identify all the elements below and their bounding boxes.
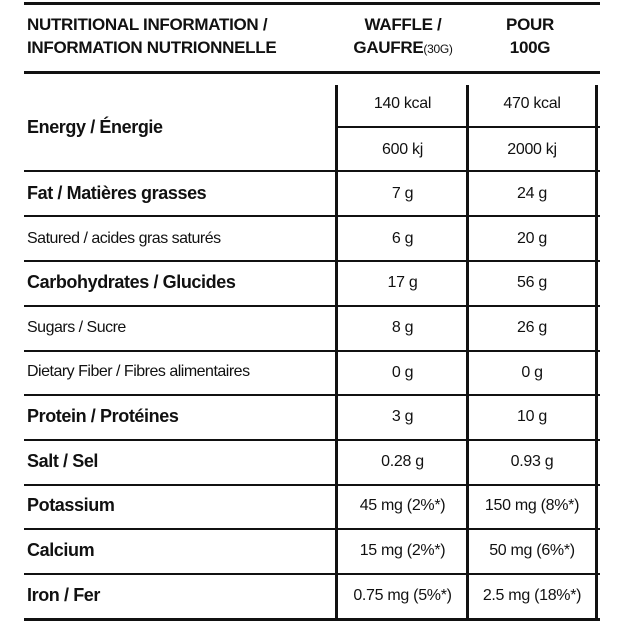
calcium-rule bbox=[24, 573, 600, 575]
row-waffle-value: 0 g bbox=[391, 364, 414, 381]
energy-rule bbox=[24, 170, 600, 172]
protein-rule bbox=[24, 439, 600, 441]
per100-header-line-2: 100G bbox=[509, 38, 551, 57]
row-label: Sugars / Sucre bbox=[27, 319, 126, 336]
row-waffle-value: 15 mg (2%*) bbox=[359, 542, 446, 559]
row-waffle-value: 17 g bbox=[387, 274, 418, 291]
row-waffle-value: 7 g bbox=[391, 185, 414, 202]
column-divider-left bbox=[335, 85, 338, 618]
sugars-rule bbox=[24, 350, 600, 352]
salt-rule bbox=[24, 484, 600, 486]
waffle-serving-size: (30G) bbox=[423, 42, 453, 56]
row-waffle-value: 8 g bbox=[391, 319, 414, 336]
row-per100-value: 2.5 mg (18%*) bbox=[482, 587, 582, 604]
waffle-header-line-1: WAFFLE / bbox=[364, 15, 442, 34]
row-per100-value: 0.93 g bbox=[510, 453, 554, 470]
row-label: Carbohydrates / Glucides bbox=[27, 272, 236, 292]
row-per100-value: 0 g bbox=[521, 364, 543, 381]
energy-waffle-kj: 600 kj bbox=[382, 141, 423, 158]
row-label: Potassium bbox=[27, 495, 115, 515]
top-rule bbox=[24, 2, 600, 5]
saturated-rule bbox=[24, 260, 600, 262]
row-label: Protein / Protéines bbox=[27, 406, 179, 426]
energy-per100-kcal: 470 kcal bbox=[503, 95, 561, 112]
row-label: Fat / Matières grasses bbox=[27, 183, 207, 203]
row-per100-value: 10 g bbox=[517, 408, 547, 425]
potassium-rule bbox=[24, 528, 600, 530]
row-label: Calcium bbox=[27, 540, 95, 560]
energy-waffle-kcal: 140 kcal bbox=[373, 95, 432, 112]
carbs-rule bbox=[24, 305, 600, 307]
row-label: Salt / Sel bbox=[27, 451, 99, 471]
column-divider-right bbox=[595, 85, 598, 618]
row-per100-value: 24 g bbox=[517, 185, 547, 202]
title-line-1: NUTRITIONAL INFORMATION / bbox=[27, 15, 268, 34]
fiber-rule bbox=[24, 394, 600, 396]
row-per100-value: 150 mg (8%*) bbox=[484, 497, 580, 514]
table-title: NUTRITIONAL INFORMATION / INFORMATION NU… bbox=[27, 13, 277, 59]
per100-header-line-1: POUR bbox=[506, 15, 554, 34]
per100-column-header: POUR 100G bbox=[470, 13, 590, 59]
waffle-header-line-2: GAUFRE bbox=[353, 38, 424, 57]
bottom-rule bbox=[24, 618, 600, 621]
row-label: Dietary Fiber / Fibres alimentaires bbox=[27, 363, 250, 380]
energy-per100-kj: 2000 kj bbox=[507, 141, 557, 158]
fat-rule bbox=[24, 215, 600, 217]
row-waffle-value: 3 g bbox=[391, 408, 414, 425]
row-waffle-value: 0.28 g bbox=[381, 453, 424, 470]
row-label: Satured / acides gras saturés bbox=[27, 230, 221, 247]
row-per100-value: 50 mg (6%*) bbox=[489, 542, 575, 559]
waffle-column-header: WAFFLE / GAUFRE(30G) bbox=[338, 13, 468, 61]
row-per100-value: 56 g bbox=[517, 274, 547, 291]
energy-label: Energy / Énergie bbox=[27, 117, 163, 137]
title-line-2: INFORMATION NUTRIONNELLE bbox=[27, 38, 277, 57]
row-per100-value: 20 g bbox=[517, 230, 547, 247]
row-label: Iron / Fer bbox=[27, 585, 101, 605]
row-per100-value: 26 g bbox=[517, 319, 547, 336]
header-rule bbox=[24, 71, 600, 74]
row-waffle-value: 6 g bbox=[391, 230, 414, 247]
column-divider-middle bbox=[466, 85, 469, 618]
row-waffle-value: 45 mg (2%*) bbox=[359, 497, 446, 514]
row-waffle-value: 0.75 mg (5%*) bbox=[353, 587, 452, 604]
